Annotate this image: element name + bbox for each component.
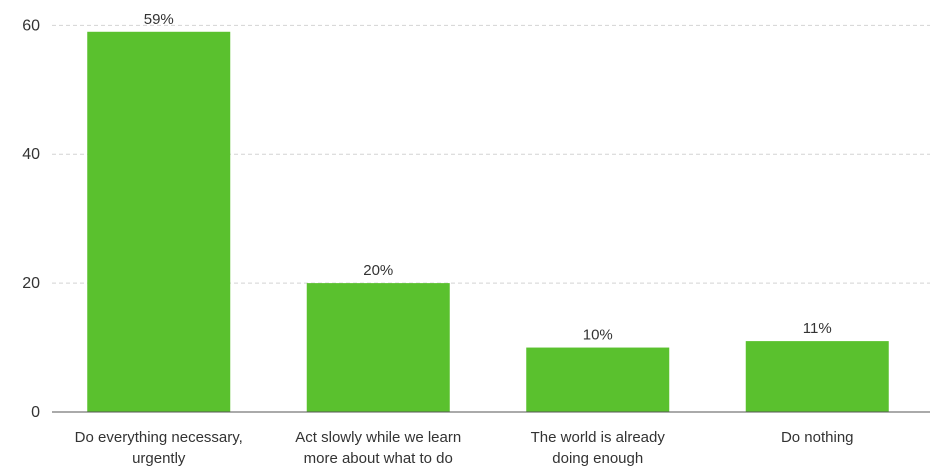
y-tick-label: 20: [22, 275, 40, 292]
data-label-2: 20%: [363, 262, 393, 279]
y-tick-label: 60: [22, 17, 40, 34]
grid-layer: [52, 24, 930, 284]
bar-1: [87, 31, 231, 413]
data-label-1: 59%: [144, 11, 174, 28]
category-label-line: urgently: [132, 450, 186, 467]
category-label-line: doing enough: [552, 450, 643, 467]
category-label-1: Do everything necessary, urgently: [75, 429, 243, 467]
data-labels: 59% 20% 10% 11%: [144, 11, 832, 344]
category-label-line: The world is already: [531, 429, 666, 446]
category-label-line: Do everything necessary,: [75, 429, 243, 446]
category-label-line: Act slowly while we learn: [295, 429, 461, 446]
bar-3: [526, 347, 670, 412]
x-axis-categories: Do everything necessary, urgently Act slow…: [75, 429, 854, 467]
category-label-3: The world is already doing enough: [531, 429, 666, 467]
data-label-3: 10%: [583, 327, 613, 344]
y-axis-ticks: 0 20 40 60: [22, 17, 40, 421]
y-tick-label: 40: [22, 146, 40, 163]
category-label-2: Act slowly while we learn more about what…: [295, 429, 461, 467]
data-label-4: 11%: [803, 320, 832, 337]
y-tick-label: 0: [31, 404, 40, 421]
bar-2: [306, 283, 450, 412]
category-label-line: Do nothing: [781, 429, 854, 446]
bar-4: [745, 341, 889, 412]
category-label-line: more about what to do: [304, 450, 453, 467]
category-label-4: Do nothing: [781, 429, 854, 446]
bars: [87, 31, 889, 413]
